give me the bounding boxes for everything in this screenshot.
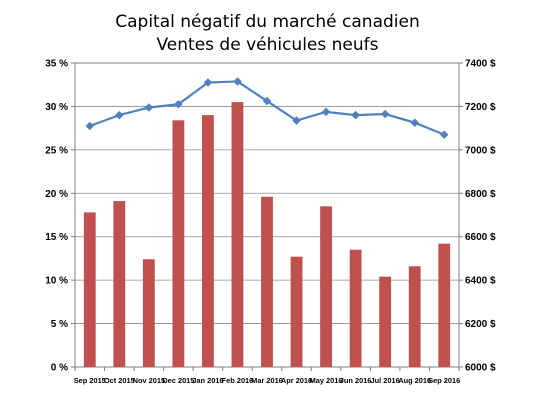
line-point [174,99,183,109]
x-tick-label: Mar 2016 [251,376,283,385]
bar [83,212,96,367]
x-tick-label: Apr 2016 [281,376,312,385]
right-tick-label: 6400 $ [465,276,496,287]
x-tick-label: Jun 2016 [340,376,372,385]
bar [231,102,244,367]
x-tick-label: Nov 2015 [133,376,165,385]
x-tick-label: Dec 2015 [162,376,194,385]
line-point [351,110,360,120]
x-tick-label: Feb 2016 [222,376,254,385]
left-tick-label: 5 % [51,319,68,330]
bar [290,256,303,367]
line-point [85,121,95,131]
bar [113,201,126,367]
line-point [292,116,301,125]
bar [408,266,421,367]
line-point [380,109,390,119]
bar [172,120,185,367]
x-tick-label: Jul 2016 [371,376,400,385]
line-point [262,96,272,106]
left-tick-label: 25 % [45,145,68,156]
right-tick-label: 6800 $ [465,189,496,200]
x-tick-label: Sep 2016 [428,376,460,385]
left-tick-label: 35 % [45,59,68,70]
line-point [144,103,154,112]
bar [261,196,273,367]
right-tick-label: 7400 $ [465,59,496,70]
x-tick-label: Sep 2015 [74,376,106,385]
x-tick-label: Jan 2016 [192,376,223,385]
line-point [114,110,124,120]
bar [142,259,155,367]
line-point [321,107,331,117]
line-point [439,130,449,140]
line-point [233,77,242,86]
line-point [203,78,213,87]
right-tick-label: 7000 $ [465,145,496,156]
left-tick-label: 0 % [51,363,68,374]
x-tick-label: May 2016 [310,376,343,385]
right-tick-label: 6600 $ [465,232,496,243]
left-tick-label: 15 % [45,232,68,243]
bar [349,249,362,367]
bar [438,243,451,367]
left-tick-label: 20 % [45,189,68,200]
line-point [410,118,420,128]
x-tick-label: Oct 2015 [104,376,135,385]
bar [320,206,332,367]
x-tick-label: Aug 2016 [398,376,431,385]
left-tick-label: 10 % [45,276,68,287]
right-tick-label: 6200 $ [465,319,496,330]
right-tick-label: 6000 $ [465,363,496,374]
chart-title: Capital négatif du marché canadien [115,12,420,32]
left-tick-label: 30 % [45,102,68,113]
bar [379,276,392,367]
chart-subtitle: Ventes de véhicules neufs [156,35,379,55]
bar [202,115,214,367]
line-series [89,80,445,136]
right-tick-label: 7200 $ [465,102,496,113]
